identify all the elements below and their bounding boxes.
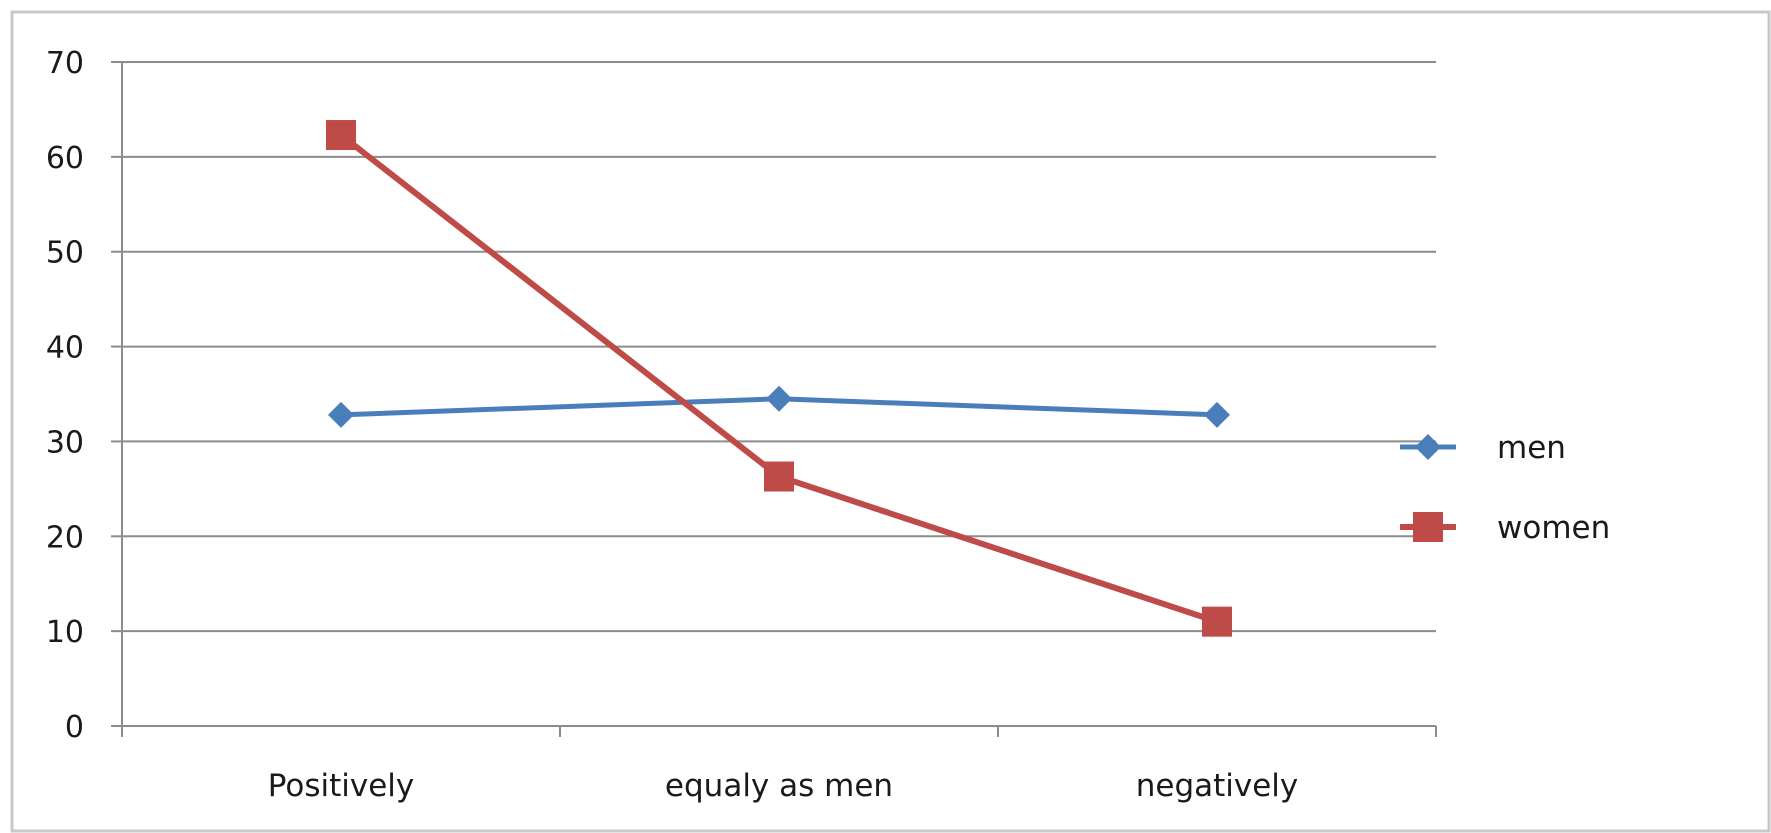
data-point-women xyxy=(326,120,356,151)
legend-marker xyxy=(1413,512,1443,542)
y-tick-label: 40 xyxy=(46,331,84,366)
y-tick-label: 20 xyxy=(46,520,84,555)
y-tick-label: 60 xyxy=(46,141,84,176)
data-point-men xyxy=(328,401,354,428)
y-tick-label: 30 xyxy=(46,425,84,460)
data-point-men xyxy=(1204,401,1230,428)
x-tick-label: Positively xyxy=(268,768,414,804)
data-point-women xyxy=(1202,606,1232,637)
legend-item-men: men xyxy=(1400,430,1566,466)
x-tick-label: negatively xyxy=(1136,768,1299,804)
y-tick-label: 50 xyxy=(46,236,84,271)
x-tick-labels: Positively equaly as men negatively xyxy=(268,768,1299,804)
y-tick-labels: 0 10 20 30 40 50 60 70 xyxy=(46,46,84,745)
legend-label: women xyxy=(1497,510,1610,546)
y-tick-label: 0 xyxy=(65,710,84,745)
y-tick-label: 10 xyxy=(46,615,84,650)
legend: men women xyxy=(1400,430,1610,546)
legend-item-women: women xyxy=(1400,510,1610,546)
series-women xyxy=(326,120,1232,637)
series xyxy=(326,120,1232,637)
data-point-women xyxy=(764,461,794,492)
x-tick-label: equaly as men xyxy=(665,768,893,804)
chart-frame xyxy=(10,10,1771,833)
data-point-men xyxy=(766,385,792,412)
y-tick-label: 70 xyxy=(46,46,84,81)
series-men xyxy=(328,385,1230,428)
legend-label: men xyxy=(1497,430,1566,466)
axes xyxy=(111,61,1437,737)
gridlines xyxy=(122,61,1436,633)
legend-marker xyxy=(1415,434,1441,460)
